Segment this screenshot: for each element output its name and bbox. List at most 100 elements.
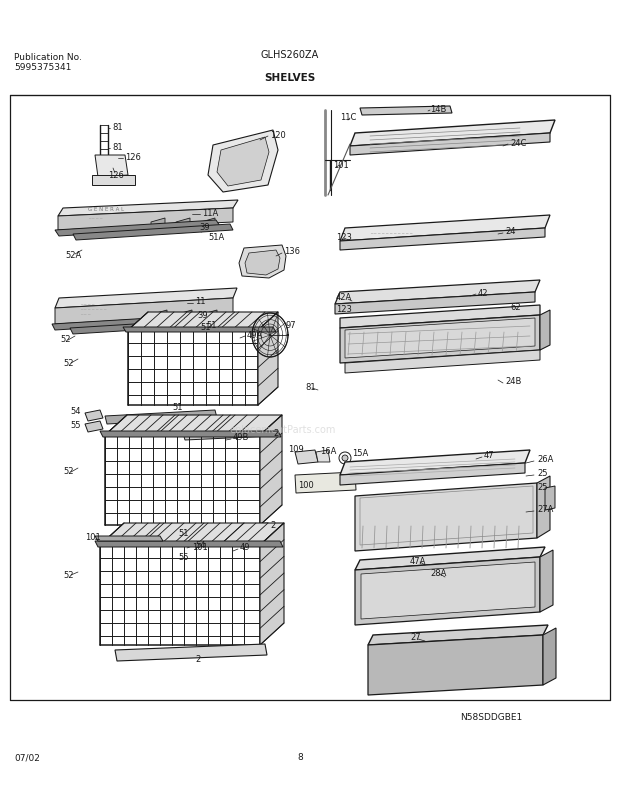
Text: 51: 51 (200, 322, 211, 332)
Polygon shape (95, 536, 163, 541)
Text: _ _ _ _ _ _ _: _ _ _ _ _ _ _ (80, 303, 107, 309)
Text: 120: 120 (270, 130, 286, 140)
Circle shape (342, 455, 348, 461)
Polygon shape (58, 200, 238, 216)
Text: G E N E R A L: G E N E R A L (88, 207, 124, 212)
Text: 42A: 42A (336, 294, 352, 303)
Polygon shape (340, 463, 525, 485)
Text: 55: 55 (178, 553, 188, 562)
Text: 8: 8 (297, 754, 303, 762)
Text: 26A: 26A (537, 456, 554, 464)
Text: _ _ _ _: _ _ _ _ (80, 299, 94, 303)
Text: 52: 52 (63, 571, 74, 580)
Text: 27A: 27A (537, 506, 554, 515)
Text: 123: 123 (336, 233, 352, 241)
Text: 136: 136 (284, 248, 300, 256)
Text: 07/02: 07/02 (14, 754, 40, 762)
Polygon shape (340, 450, 530, 475)
Text: 25: 25 (537, 469, 547, 479)
Polygon shape (540, 310, 550, 350)
Polygon shape (260, 415, 282, 525)
Text: 11: 11 (195, 298, 205, 306)
Text: 100: 100 (298, 481, 314, 491)
Polygon shape (368, 625, 548, 645)
Polygon shape (123, 327, 276, 332)
Polygon shape (100, 431, 281, 437)
Text: 126: 126 (125, 153, 141, 163)
Text: 51: 51 (178, 529, 188, 538)
Text: SHELVES: SHELVES (264, 73, 316, 83)
Polygon shape (151, 218, 165, 232)
Text: N58SDDGBE1: N58SDDGBE1 (460, 714, 522, 723)
Polygon shape (92, 175, 135, 185)
Polygon shape (176, 218, 190, 232)
Text: 16A: 16A (320, 448, 337, 457)
Polygon shape (201, 218, 215, 232)
Polygon shape (52, 314, 220, 330)
Text: GLHS260ZA: GLHS260ZA (261, 50, 319, 60)
Polygon shape (183, 429, 272, 440)
Polygon shape (208, 130, 278, 192)
Text: 51: 51 (172, 403, 182, 413)
Text: 11C: 11C (340, 114, 356, 122)
Polygon shape (368, 635, 543, 695)
Text: 2: 2 (195, 656, 200, 665)
Text: 24C: 24C (510, 138, 526, 148)
Polygon shape (540, 550, 553, 612)
Polygon shape (340, 315, 540, 363)
Polygon shape (543, 628, 556, 685)
Polygon shape (260, 523, 284, 645)
Polygon shape (355, 547, 545, 570)
Text: 39: 39 (199, 223, 210, 233)
Text: 97: 97 (285, 321, 296, 330)
Polygon shape (85, 410, 103, 421)
Polygon shape (73, 224, 233, 240)
Polygon shape (55, 220, 220, 236)
Polygon shape (545, 486, 555, 510)
Polygon shape (345, 350, 540, 373)
Polygon shape (58, 208, 233, 230)
Text: 27: 27 (410, 634, 420, 642)
Polygon shape (55, 298, 233, 324)
Text: 42: 42 (478, 288, 489, 298)
Text: 101: 101 (192, 544, 208, 553)
Polygon shape (360, 106, 452, 115)
Text: 52: 52 (63, 359, 74, 368)
Text: 126: 126 (108, 171, 124, 179)
Text: 47: 47 (484, 452, 495, 461)
Text: 81: 81 (305, 384, 316, 392)
Polygon shape (128, 312, 278, 330)
Text: 123: 123 (336, 306, 352, 314)
Polygon shape (355, 557, 540, 625)
Polygon shape (105, 415, 282, 435)
Polygon shape (350, 133, 550, 155)
Text: 24B: 24B (505, 377, 521, 387)
Polygon shape (85, 421, 103, 432)
Polygon shape (361, 562, 535, 619)
Text: 24: 24 (505, 228, 515, 237)
Polygon shape (100, 523, 284, 545)
Polygon shape (295, 450, 318, 464)
Polygon shape (355, 483, 537, 551)
Text: 47A: 47A (410, 557, 427, 565)
Polygon shape (178, 310, 192, 324)
Polygon shape (295, 472, 356, 493)
Text: 54: 54 (70, 407, 81, 417)
Text: 2: 2 (273, 429, 278, 437)
Polygon shape (245, 250, 280, 275)
Polygon shape (316, 450, 330, 462)
Text: 55: 55 (70, 422, 81, 430)
Polygon shape (340, 305, 540, 328)
Polygon shape (175, 523, 270, 535)
Polygon shape (105, 410, 217, 424)
Text: _ _ _ _: _ _ _ _ (88, 213, 102, 218)
Polygon shape (340, 215, 550, 241)
Polygon shape (95, 155, 128, 177)
Text: 14B: 14B (430, 105, 446, 114)
Text: 49A: 49A (247, 330, 264, 340)
Polygon shape (335, 292, 535, 314)
Polygon shape (340, 228, 545, 250)
Text: 15A: 15A (352, 449, 368, 458)
Text: 81: 81 (112, 144, 123, 152)
Text: 101: 101 (85, 534, 100, 542)
